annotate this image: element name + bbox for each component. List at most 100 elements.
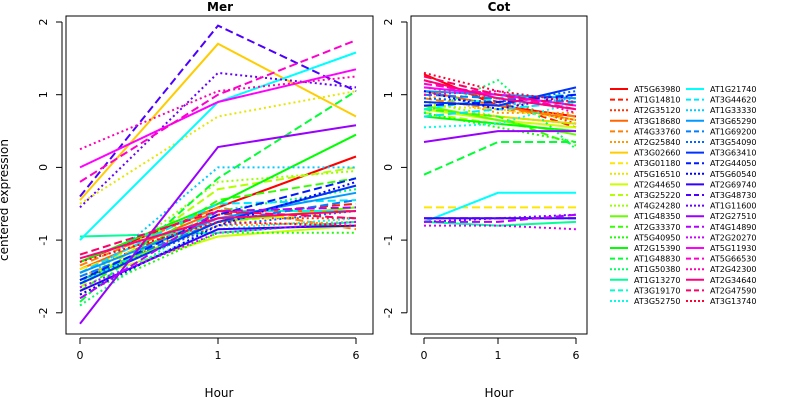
legend-label: AT2G20270	[710, 233, 756, 242]
mer-y-tick-label: 2	[37, 19, 50, 26]
legend-item: AT2G25840	[610, 138, 680, 147]
legend-label: AT3G52750	[634, 297, 680, 306]
legend-label: AT5G40950	[634, 233, 680, 242]
cot-series-lines	[423, 71, 577, 231]
cot-series-line	[423, 104, 577, 122]
legend-label: AT1G48350	[634, 212, 680, 221]
mer-series-line	[79, 224, 357, 292]
mer-y-tick-label: 0	[37, 164, 50, 171]
cot-x-tick-label: 6	[573, 349, 580, 362]
legend-label: AT4G14890	[710, 223, 756, 232]
legend-label: AT3G02660	[634, 149, 680, 158]
legend-label: AT1G14810	[634, 96, 680, 105]
mer-y-axis: -2 -1 0 1 2	[37, 19, 63, 318]
mer-series-line	[79, 206, 357, 267]
legend-item: AT1G33330	[686, 106, 756, 115]
legend-item: AT2G27510	[686, 212, 756, 221]
legend-label: AT2G47590	[710, 286, 756, 295]
legend-label: AT2G44650	[634, 180, 680, 189]
legend-item: AT5G66530	[686, 255, 756, 264]
cot-y-axis: -2 -1 0 1 2	[382, 19, 408, 318]
mer-series-line	[79, 220, 357, 289]
mer-series-line	[79, 90, 357, 303]
legend-item: AT3G52750	[610, 297, 680, 306]
mer-y-tick-label: 1	[37, 91, 50, 98]
legend-item: AT5G16510	[610, 170, 680, 179]
legend-item: AT4G14890	[686, 223, 756, 232]
legend-label: AT1G21740	[710, 85, 756, 94]
legend-item: AT3G54090	[686, 138, 756, 147]
cot-series-line	[423, 75, 577, 107]
cot-series-line	[423, 90, 577, 104]
cot-series-line	[423, 141, 576, 176]
cot-series-line	[423, 213, 577, 223]
cot-y-tick-label: 2	[382, 19, 395, 26]
mer-series-line	[79, 209, 357, 256]
legend-label: AT3G63410	[710, 149, 756, 158]
legend-item: AT3G65290	[686, 117, 756, 126]
cot-series-line	[423, 79, 577, 150]
legend-item: AT4G24280	[610, 202, 680, 211]
legend-item: AT2G33370	[610, 223, 680, 232]
mer-x-tick-label: 1	[215, 349, 222, 362]
mer-x-axis-label: Hour	[205, 386, 234, 400]
mer-series-line	[79, 220, 357, 263]
mer-series-line	[79, 90, 357, 205]
mer-panel-title: Mer	[207, 0, 233, 14]
legend-label: AT1G50380	[634, 265, 680, 274]
mer-x-tick-label: 6	[353, 349, 360, 362]
cot-series-line	[423, 115, 577, 133]
legend-item: AT3G19170	[610, 286, 680, 295]
legend-item: AT2G44650	[610, 180, 680, 189]
cot-series-line	[423, 79, 577, 111]
legend-label: AT3G25220	[634, 191, 680, 200]
mer-series-line	[79, 75, 357, 151]
cot-series-line	[423, 86, 577, 107]
cot-series-line	[423, 111, 577, 143]
legend-item: AT2G69740	[686, 180, 756, 189]
legend-item: AT2G34640	[686, 276, 756, 285]
legend-label: AT1G11600	[710, 202, 756, 211]
cot-panel: Cot -2 -1 0 1 2 0 1 6 Hour	[382, 0, 588, 400]
cot-series-line	[423, 93, 577, 107]
mer-series-line	[79, 170, 357, 285]
cot-series-line	[423, 191, 576, 223]
legend-item: AT1G11600	[686, 202, 756, 211]
cot-series-line	[423, 220, 577, 227]
legend-item: AT1G50380	[610, 265, 680, 274]
mer-series-line	[79, 133, 357, 263]
legend-label: AT1G13270	[634, 276, 680, 285]
cot-y-tick-label: -2	[382, 307, 395, 318]
legend-item: AT3G02660	[610, 149, 680, 158]
legend-label: AT5G66530	[710, 255, 756, 264]
mer-plot-frame	[65, 15, 374, 335]
legend-label: AT3G01180	[634, 159, 680, 168]
legend-label: AT1G69200	[710, 127, 756, 136]
legend-item: AT1G13270	[610, 276, 680, 285]
legend-label: AT1G48830	[634, 255, 680, 264]
cot-series-line	[423, 93, 576, 114]
mer-series-line	[79, 184, 357, 285]
cot-series-line	[423, 104, 577, 136]
mer-series-line	[79, 210, 357, 260]
cot-y-tick-label: -1	[382, 235, 395, 246]
cot-panel-title: Cot	[488, 0, 511, 14]
cot-x-tick-label: 1	[495, 349, 502, 362]
mer-series-line	[79, 24, 357, 198]
legend-label: AT3G48730	[710, 191, 756, 200]
legend-item: AT1G48350	[610, 212, 680, 221]
legend-label: AT5G16510	[634, 170, 680, 179]
legend-item: AT2G47590	[686, 286, 756, 295]
legend-item: AT2G20270	[686, 233, 756, 242]
mer-series-line	[79, 68, 357, 169]
mer-panel: Mer -2 -1 0 1 2 0 1 6 Hour	[37, 0, 374, 400]
legend-label: AT3G54090	[710, 138, 756, 147]
legend-item: AT4G33760	[610, 127, 680, 136]
legend-item: AT5G40950	[610, 233, 680, 242]
legend-label: AT2G25840	[634, 138, 680, 147]
legend: AT5G63980AT1G14810AT2G35120AT3G18680AT4G…	[610, 85, 756, 306]
legend-item: AT1G14810	[610, 96, 680, 105]
legend-item: AT3G18680	[610, 117, 680, 126]
legend-label: AT3G19170	[634, 286, 680, 295]
